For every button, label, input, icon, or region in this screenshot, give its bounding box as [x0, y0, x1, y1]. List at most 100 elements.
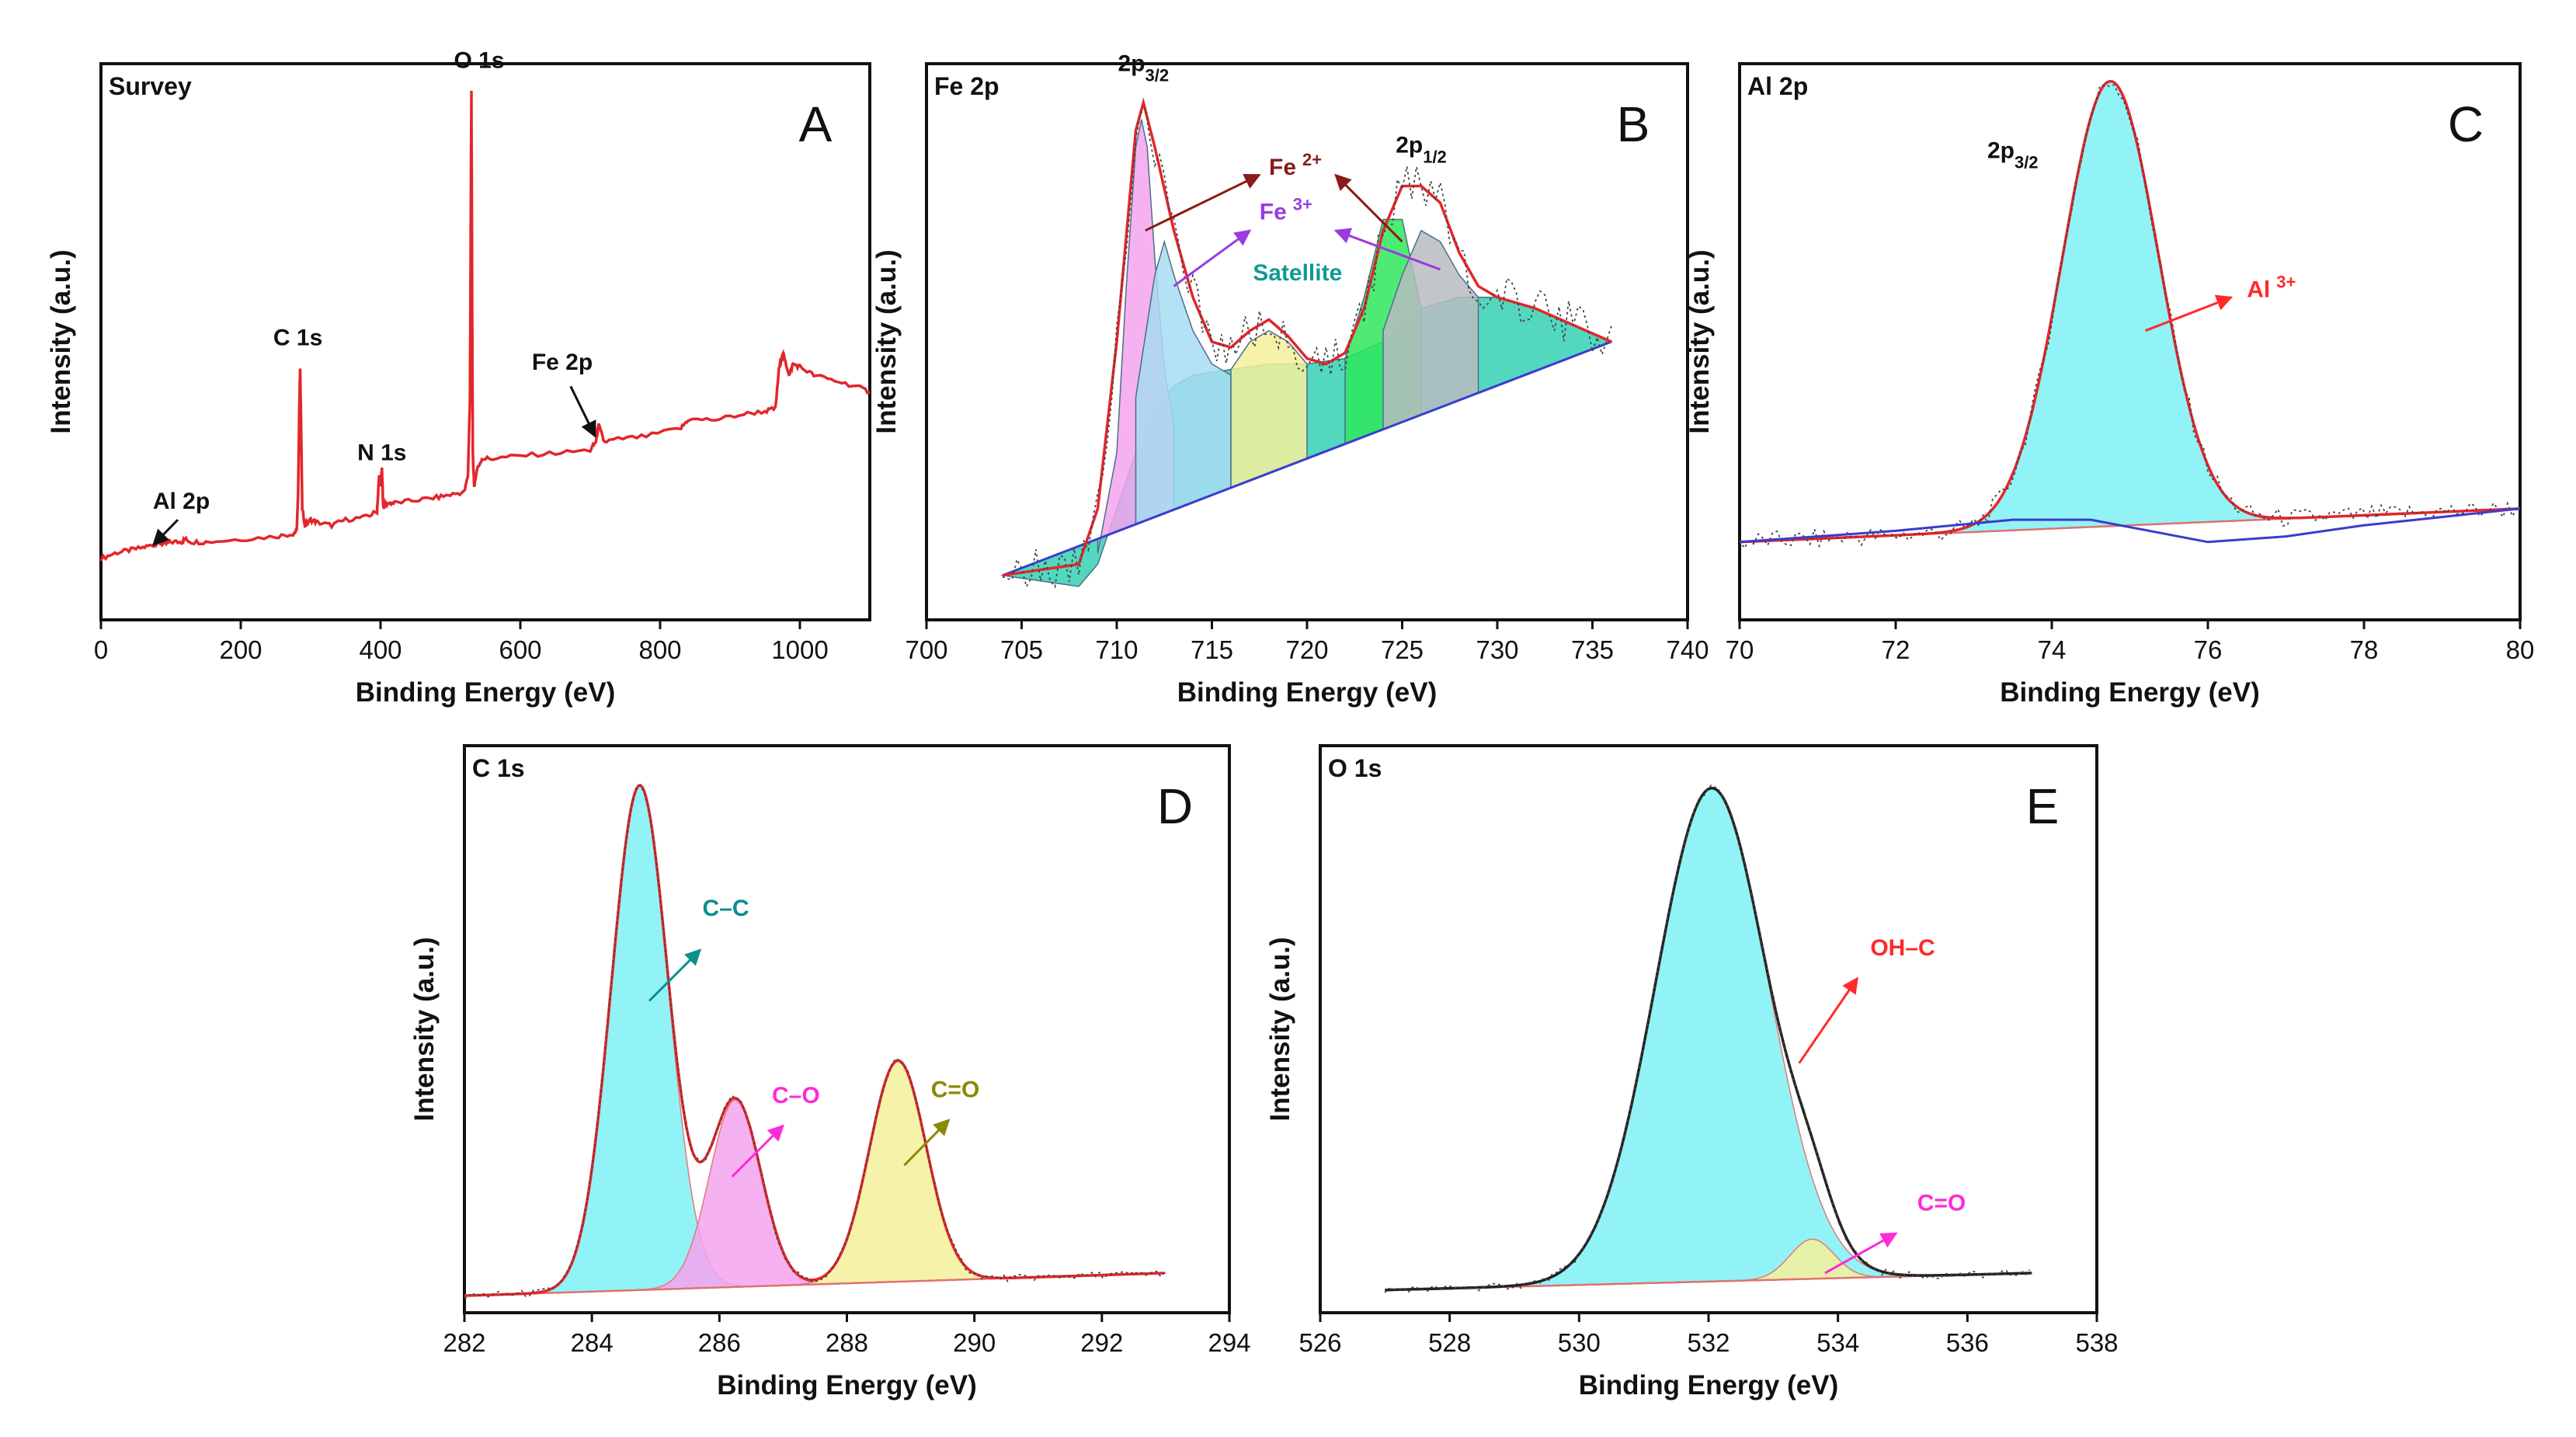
panel-title: Al 2p — [1747, 72, 1808, 100]
x-tick-label: 705 — [1000, 635, 1043, 664]
envelope-line — [1739, 79, 2520, 544]
label-2p32: 2p3/2 — [1118, 50, 1169, 85]
panel-e: 526 528 530 532 534 536 538 Binding Energy (eV)… — [1265, 744, 2119, 1400]
panel-letter: A — [799, 96, 833, 152]
x-tick-label: 292 — [1080, 1328, 1123, 1357]
peak-label-c1s: C 1s — [273, 325, 322, 350]
label-cc: C–C — [703, 896, 749, 921]
arrow-fe2p — [569, 385, 596, 438]
x-tick-label: 1000 — [771, 635, 828, 664]
envelope-line — [1385, 786, 2032, 1292]
raw-data-line — [464, 784, 1165, 1299]
plot-frame — [463, 744, 1231, 1314]
x-axis-label: Binding Energy (eV) — [2000, 677, 2259, 708]
x-tick-label: 710 — [1095, 635, 1138, 664]
x-tick-label: 730 — [1476, 635, 1518, 664]
arrow-fe2-right — [1334, 173, 1403, 243]
component-1 — [1739, 80, 2521, 543]
arrow-fe2-left — [1145, 173, 1261, 232]
x-axis-label: Binding Energy (eV) — [1579, 1370, 1838, 1400]
x-tick-label: 530 — [1558, 1328, 1601, 1357]
y-axis-label: Intensity (a.u.) — [1265, 937, 1295, 1121]
panel-title: Fe 2p — [934, 72, 999, 100]
x-tick-label: 284 — [571, 1328, 614, 1357]
plot-frame — [99, 62, 871, 621]
component-4 — [1230, 329, 1308, 489]
x-tick-label: 538 — [2075, 1328, 2118, 1357]
x-tick-label: 72 — [1882, 635, 1910, 664]
x-tick-label: 286 — [698, 1328, 741, 1357]
x-tick-label: 294 — [1208, 1328, 1250, 1357]
arrow-al3 — [2145, 294, 2234, 332]
x-tick-label: 288 — [826, 1328, 868, 1357]
arrow-ceo — [903, 1119, 951, 1167]
x-tick-label: 735 — [1571, 635, 1614, 664]
panel-letter: E — [2026, 778, 2060, 834]
label-al3: Al 3+ — [2247, 272, 2296, 303]
arrow-fe3-right — [1333, 228, 1441, 271]
x-tick-label: 532 — [1687, 1328, 1730, 1357]
panel-letter: C — [2448, 96, 2484, 152]
x-tick-label: 720 — [1285, 635, 1328, 664]
label-ceo: C=O — [931, 1077, 980, 1103]
raw-data-line — [1002, 106, 1612, 589]
background-line — [1002, 340, 1612, 577]
arrow-fe3-left — [1173, 229, 1252, 287]
label-2p32: 2p3/2 — [1987, 138, 2039, 172]
x-tick-label: 74 — [2038, 635, 2067, 664]
raw-data-line — [1739, 84, 2518, 550]
panel-title: Survey — [109, 72, 192, 100]
arrow-al2p — [152, 519, 179, 546]
x-axis-label: Binding Energy (eV) — [356, 677, 615, 708]
x-tick-label: 725 — [1381, 635, 1424, 664]
x-tick-label: 700 — [905, 635, 947, 664]
label-fe2: Fe 2+ — [1269, 150, 1322, 181]
x-tick-label: 400 — [359, 635, 402, 664]
panel-b: 700 705 710 715 720 725 730 735 740 Binding Energ… — [871, 50, 1709, 708]
panel-title: C 1s — [472, 754, 525, 782]
label-ohc: OH–C — [1870, 935, 1935, 961]
x-tick-label: 534 — [1816, 1328, 1859, 1357]
x-tick-label: 715 — [1191, 635, 1233, 664]
x-tick-label: 800 — [638, 635, 681, 664]
blue-background-line — [1739, 507, 2521, 544]
x-tick-label: 600 — [499, 635, 541, 664]
y-axis-label: Intensity (a.u.) — [871, 249, 902, 433]
envelope-line — [464, 784, 1165, 1297]
component-1 — [464, 785, 1166, 1296]
arrow-oceo — [1824, 1232, 1898, 1275]
plot-frame — [1738, 62, 2522, 621]
panel-c: 70 72 74 76 78 80 Binding Energy (eV) Intensity… — [1684, 62, 2535, 708]
x-tick-label: 526 — [1298, 1328, 1341, 1357]
x-tick-label: 80 — [2506, 635, 2535, 664]
y-axis-label: Intensity (a.u.) — [1684, 249, 1715, 433]
label-satellite: Satellite — [1253, 260, 1342, 286]
panel-title: O 1s — [1328, 754, 1382, 782]
x-tick-label: 528 — [1428, 1328, 1471, 1357]
x-tick-label: 536 — [1946, 1328, 1989, 1357]
peak-label-fe2p: Fe 2p — [532, 350, 593, 375]
label-oceo: C=O — [1917, 1191, 1966, 1216]
x-tick-label: 70 — [1726, 635, 1754, 664]
x-tick-label: 282 — [443, 1328, 485, 1357]
x-axis-label: Binding Energy (eV) — [1177, 677, 1437, 708]
x-tick-label: 0 — [94, 635, 108, 664]
panel-a: 0 200 400 600 800 1000 Binding Energy (eV) Inte… — [46, 47, 871, 708]
peak-label-o1s: O 1s — [454, 47, 504, 73]
arrow-co — [731, 1124, 784, 1178]
raw-data-line — [1384, 785, 2031, 1294]
arrow-ohc — [1798, 976, 1858, 1064]
x-tick-label: 78 — [2350, 635, 2379, 664]
x-tick-label: 76 — [2194, 635, 2223, 664]
panel-letter: B — [1617, 96, 1650, 152]
x-tick-label: 740 — [1666, 635, 1709, 664]
panel-letter: D — [1157, 778, 1193, 834]
survey-line — [99, 90, 871, 562]
peak-label-n1s: N 1s — [357, 440, 406, 466]
label-fe3: Fe 3+ — [1260, 194, 1312, 225]
label-co: C–O — [772, 1083, 820, 1108]
peak-label-al2p: Al 2p — [153, 489, 210, 514]
x-tick-label: 290 — [953, 1328, 996, 1357]
y-axis-label: Intensity (a.u.) — [46, 249, 76, 433]
